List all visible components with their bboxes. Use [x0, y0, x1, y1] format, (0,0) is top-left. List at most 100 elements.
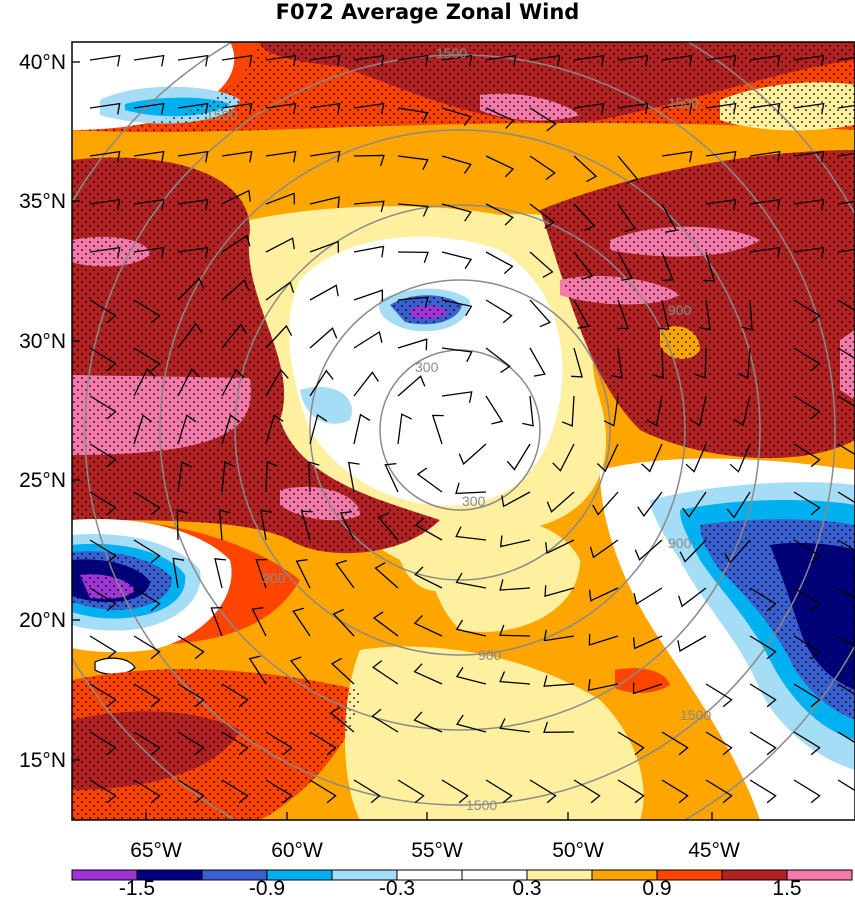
wind-barb — [133, 635, 161, 660]
wind-barb — [677, 587, 707, 608]
wind-barb — [587, 679, 619, 692]
wind-barb — [749, 587, 777, 612]
wind-barb — [543, 721, 575, 733]
wind-barb — [793, 347, 821, 372]
wind-barb — [177, 198, 209, 211]
wind-barb — [221, 461, 236, 493]
wind-barb — [397, 54, 429, 67]
wind-barb — [617, 203, 637, 233]
wind-barb — [617, 251, 634, 281]
wind-barb — [177, 277, 205, 301]
wind-barb — [637, 491, 663, 518]
wind-barb — [661, 203, 678, 233]
wind-barb — [441, 203, 472, 222]
stippling — [72, 42, 855, 820]
wind-barb — [89, 299, 117, 324]
wind-barb — [89, 635, 117, 660]
wind-barb — [617, 779, 645, 804]
wind-barb — [652, 347, 664, 379]
longitude-labels: 65°W 60°W 55°W 50°W 45°W — [130, 839, 740, 862]
wind-barb — [646, 395, 663, 427]
wind-barb — [661, 102, 693, 115]
wind-barb — [501, 491, 531, 508]
wind-barb — [617, 54, 649, 67]
wind-barb — [347, 461, 360, 493]
wind-barb — [705, 731, 733, 756]
wind-barb — [177, 368, 200, 397]
wind-barb — [353, 779, 381, 804]
wind-barb — [793, 395, 821, 420]
wind-barb — [133, 414, 153, 445]
ring-label: 900 — [668, 535, 692, 551]
wind-barb — [632, 682, 663, 695]
wind-barb — [260, 509, 273, 541]
range-ring-labels: 300 300 900 900 900 900 1500 1500 1500 1… — [206, 45, 711, 813]
wind-barb — [546, 491, 575, 513]
wind-barb — [661, 150, 693, 163]
wind-barb — [289, 656, 311, 685]
wind-barb — [793, 491, 821, 516]
wind-barb — [133, 54, 165, 67]
wind-barb — [592, 491, 619, 516]
wind-barb — [89, 150, 121, 163]
wind-barb — [332, 608, 355, 637]
wind-barb — [133, 367, 156, 397]
wind-barb — [529, 107, 557, 132]
wind-barb — [172, 557, 185, 589]
wind-barb — [265, 102, 297, 115]
wind-barb — [749, 198, 781, 211]
wind-barb — [633, 587, 663, 605]
wind-barb — [309, 779, 337, 804]
wind-barb — [265, 192, 296, 205]
wind-barb — [177, 683, 205, 708]
wind-barb — [729, 443, 751, 473]
wind-barb — [543, 675, 575, 687]
field-central-white — [289, 236, 563, 506]
ring-label: 1500 — [206, 107, 237, 123]
wind-barb — [793, 299, 821, 324]
wind-barb — [329, 706, 355, 733]
field-south-yellow — [345, 646, 644, 820]
wind-barb — [133, 731, 161, 756]
wind-barb — [133, 198, 165, 211]
lon-label: 50°W — [552, 839, 604, 862]
wind-barb — [221, 323, 248, 349]
wind-barb — [458, 443, 487, 465]
wind-barb — [397, 203, 429, 217]
wind-barb — [309, 54, 341, 67]
wind-barb — [793, 102, 825, 115]
colorbar-tick-label: -0.9 — [249, 877, 285, 900]
ring-label: 900 — [478, 647, 502, 663]
wind-barb — [793, 683, 821, 708]
ring-label: 900 — [668, 302, 692, 318]
wind-barb — [89, 54, 121, 67]
wind-barb — [485, 299, 513, 324]
wind-barb — [661, 731, 689, 756]
range-ring-1500 — [84, 54, 836, 806]
wind-barb — [397, 338, 428, 351]
ring-label: 1500 — [466, 797, 497, 813]
colorbar-tick-label: 1.5 — [772, 877, 801, 900]
wind-barb — [837, 635, 855, 659]
wind-barb — [221, 279, 250, 301]
wind-barb — [265, 779, 293, 804]
wind-barb — [793, 150, 825, 163]
wind-barb — [837, 587, 855, 611]
wind-barb — [837, 491, 855, 515]
wind-barb — [485, 107, 515, 129]
wind-barb — [89, 102, 121, 115]
wind-barb — [544, 585, 575, 597]
wind-barb — [685, 443, 707, 473]
wind-barb — [265, 368, 289, 397]
wind-barb — [371, 660, 399, 685]
wind-barb — [353, 154, 385, 167]
wind-barb — [499, 671, 531, 685]
wind-barbs — [89, 54, 855, 804]
wind-barb — [506, 443, 531, 471]
wind-barb — [89, 683, 117, 708]
wind-barb — [221, 189, 251, 205]
wind-barb — [694, 347, 707, 379]
wind-barb — [499, 579, 531, 591]
field-sw-white-contour — [94, 657, 136, 675]
wind-barb — [529, 347, 546, 377]
